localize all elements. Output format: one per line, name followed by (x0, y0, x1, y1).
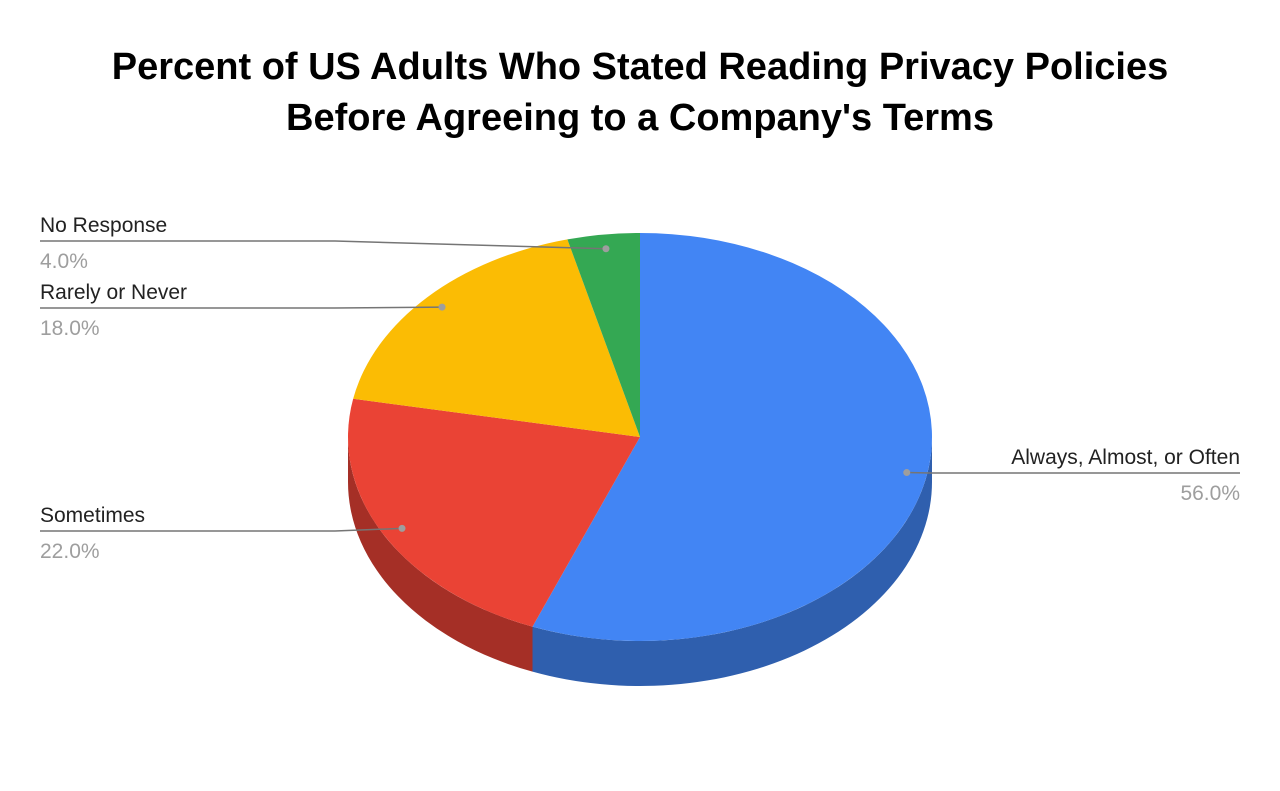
leader-line-sometimes (40, 527, 403, 532)
label-value-always-almost-or-often: 56.0% (1180, 482, 1240, 505)
leader-dot-always-almost-or-often (903, 469, 911, 477)
leader-line-no-response (40, 240, 606, 250)
label-name-always-almost-or-often: Always, Almost, or Often (1011, 446, 1240, 469)
label-value-no-response: 4.0% (40, 250, 88, 273)
label-name-no-response: No Response (40, 214, 167, 237)
pie-slice-sometimes (348, 398, 640, 627)
pie-label-no-response: No Response 4.0% (40, 214, 610, 273)
pie-label-rarely-or-never: Rarely or Never 18.0% (40, 281, 446, 340)
pie-side-walls (348, 437, 932, 686)
pie-slice-always-almost-or-often (532, 233, 933, 641)
label-value-rarely-or-never: 18.0% (40, 317, 100, 340)
chart-title-line-1: Percent of US Adults Who Stated Reading … (112, 46, 1169, 88)
pie-side-always-almost-or-often (532, 437, 932, 686)
label-name-rarely-or-never: Rarely or Never (40, 281, 187, 304)
leader-dot-no-response (602, 245, 610, 253)
pie-slice-no-response (567, 233, 640, 437)
pie-side-sometimes (348, 437, 533, 672)
pie-slice-rarely-or-never (353, 239, 640, 437)
pie-label-sometimes: Sometimes 22.0% (40, 504, 406, 563)
pie-labels: No Response 4.0% Rarely or Never 18.0% Somet… (40, 214, 1240, 563)
leader-dot-sometimes (398, 524, 406, 532)
leader-line-rarely-or-never (40, 306, 443, 309)
label-value-sometimes: 22.0% (40, 540, 100, 563)
leader-dot-rarely-or-never (438, 303, 446, 311)
chart-title-line-2: Before Agreeing to a Company's Terms (286, 97, 994, 139)
label-name-sometimes: Sometimes (40, 504, 145, 527)
pie-label-always-almost-or-often: Always, Almost, or Often 56.0% (903, 446, 1240, 505)
pie-slices (348, 233, 933, 641)
